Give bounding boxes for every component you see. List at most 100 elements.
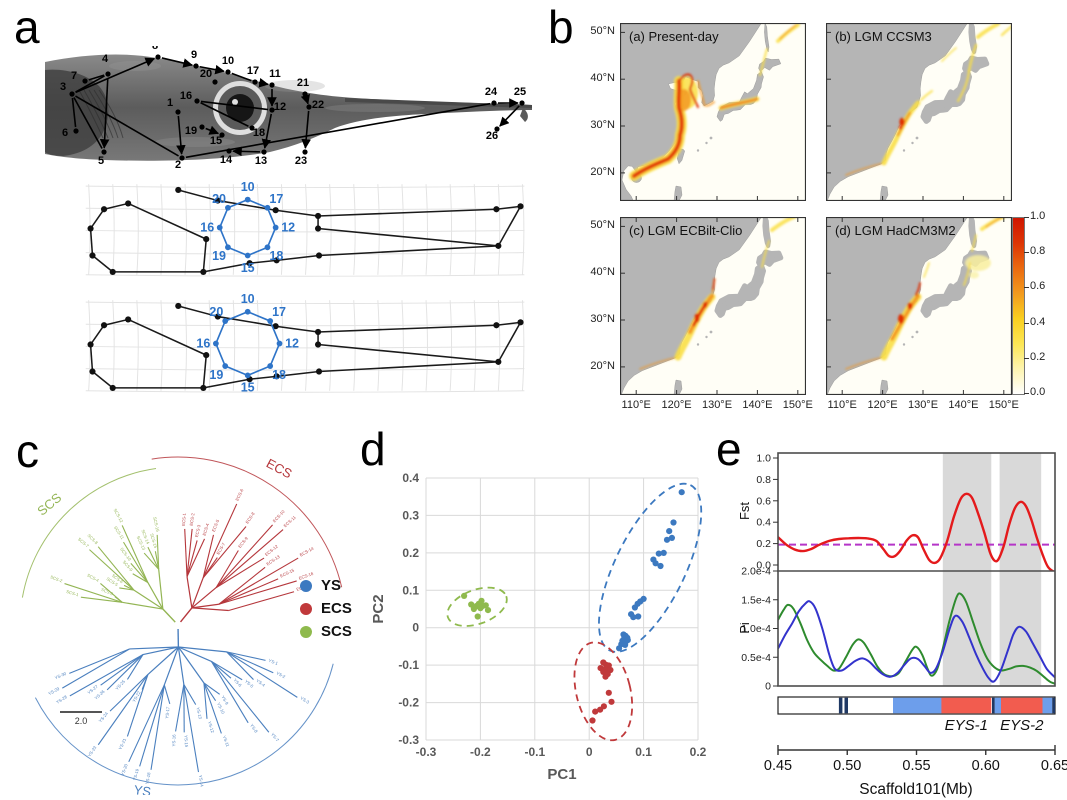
svg-text:YS-4: YS-4 [255, 678, 266, 688]
wireframe [87, 302, 524, 391]
svg-text:0.8: 0.8 [756, 474, 771, 486]
svg-text:15: 15 [241, 381, 255, 395]
pca-cluster-ellipse-ys [598, 482, 703, 653]
highlight-band [999, 453, 1042, 686]
map-lat-tick: 20°N [590, 165, 615, 178]
map-lgm-hadcm3m2-svg [825, 216, 1013, 396]
svg-text:SCS-12: SCS-12 [112, 508, 124, 524]
map-lgm-ccsm3-svg [825, 22, 1013, 202]
suitability-colorbar [1012, 217, 1025, 395]
map-title-lgm-ccsm3: (b) LGM CCSM3 [835, 29, 932, 44]
clade-arc-label-scs: SCS [34, 490, 64, 519]
highlight-band [942, 453, 992, 686]
map-lon-tick: 130°E [701, 399, 733, 411]
svg-text:22: 22 [312, 99, 324, 111]
svg-text:-0.2: -0.2 [398, 696, 419, 710]
svg-text:0.5e-4: 0.5e-4 [741, 652, 771, 664]
legend-item-scs: SCS [300, 620, 352, 643]
colorbar-tick: 0.6 [1030, 280, 1046, 293]
svg-text:SCS-4: SCS-4 [86, 572, 100, 583]
svg-text:1.5e-4: 1.5e-4 [741, 594, 771, 606]
svg-text:0: 0 [586, 745, 593, 759]
svg-text:12: 12 [285, 336, 299, 350]
fst-axis-label: Fst [740, 502, 752, 520]
svg-text:18: 18 [272, 368, 286, 382]
svg-text:17: 17 [272, 305, 286, 319]
svg-text:ECS-11: ECS-11 [283, 514, 298, 528]
eye-octagon: 10 17 12 18 15 19 16 20 [200, 180, 295, 275]
svg-text:-0.3: -0.3 [398, 733, 419, 747]
eye-octagon: 10 17 12 18 15 19 16 20 [196, 292, 299, 395]
svg-text:ECS-16: ECS-16 [298, 571, 314, 581]
svg-text:YS-29: YS-29 [47, 686, 60, 696]
svg-text:20: 20 [209, 305, 223, 319]
colorbar-tick: 0.0 [1030, 386, 1046, 398]
svg-text:0: 0 [765, 681, 771, 693]
svg-text:SCS-6: SCS-6 [111, 573, 125, 585]
map-lgm-ecbilt-svg [619, 216, 807, 396]
map-lon-tick: 140°E [948, 399, 979, 411]
svg-text:16: 16 [200, 220, 214, 234]
map-present-day: (a) Present-day [619, 22, 807, 202]
svg-text:ECS-9: ECS-9 [237, 535, 249, 548]
map-lat-tick: 40°N [590, 72, 615, 85]
svg-text:23: 23 [295, 155, 307, 167]
svg-text:YS-8: YS-8 [249, 723, 259, 734]
wireframe [87, 186, 524, 275]
deformation-grid-1: 10 17 12 18 15 19 16 20 [85, 180, 525, 277]
svg-text:YS-27: YS-27 [86, 683, 99, 695]
pca-grid [425, 477, 699, 741]
svg-text:ECS-15: ECS-15 [279, 567, 295, 578]
map-present-day-svg [619, 22, 807, 202]
svg-text:18: 18 [269, 249, 283, 263]
map-lat-tick: 50°N [590, 219, 615, 232]
svg-text:YS-16: YS-16 [171, 734, 176, 747]
svg-text:0.45: 0.45 [764, 758, 792, 774]
ys-legend-label: YS [321, 577, 342, 594]
svg-text:YS-7: YS-7 [270, 732, 280, 743]
colorbar-tick: 0.2 [1030, 350, 1046, 363]
svg-text:YS-12: YS-12 [207, 721, 215, 734]
map-lon-tick: 120°E [867, 399, 898, 411]
svg-text:YS-28: YS-28 [55, 694, 68, 705]
pca-y-axis-label: PC2 [370, 594, 387, 623]
svg-text:5: 5 [98, 155, 104, 167]
svg-text:15: 15 [241, 261, 255, 275]
svg-text:11: 11 [269, 68, 281, 80]
map-title-lgm-ecbilt: (c) LGM ECBilt-Clio [629, 223, 743, 238]
svg-text:17: 17 [247, 65, 259, 77]
map-lon-tick: 150°E [782, 399, 813, 411]
panel-c-letter: c [16, 425, 39, 477]
svg-text:0.4: 0.4 [402, 471, 419, 485]
map-lon-tick: 120°E [661, 399, 692, 411]
svg-text:20: 20 [212, 192, 226, 206]
landmark-wires [71, 57, 520, 159]
svg-text:15: 15 [210, 135, 222, 147]
map-lgm-ccsm3: (b) LGM CCSM3 [825, 22, 1013, 202]
svg-text:YS-23: YS-23 [87, 744, 98, 757]
svg-text:19: 19 [185, 125, 197, 137]
svg-text:YS-19: YS-19 [132, 768, 140, 781]
svg-text:ECS-7: ECS-7 [215, 541, 226, 555]
colorbar-tick: 0.8 [1030, 245, 1046, 258]
map-lat-tick: 20°N [590, 359, 615, 372]
svg-text:SCS-13: SCS-13 [136, 535, 147, 551]
svg-text:2: 2 [175, 159, 181, 171]
svg-text:SCS-15: SCS-15 [149, 533, 158, 549]
deformation-grid-2: 10 17 12 18 15 19 16 20 [85, 292, 525, 395]
scs-legend-label: SCS [321, 623, 352, 640]
svg-text:26: 26 [486, 130, 498, 142]
suitability-overlay [845, 217, 1005, 370]
pca-scatter-plot: -0.3 -0.2 -0.1 0 0.1 0.2 -0.3 -0.2 -0.1 0 0.1 0.2 0.… [370, 471, 707, 783]
map-title-lgm-hadcm3m2: (d) LGM HadCM3M2 [835, 223, 956, 238]
svg-text:19: 19 [212, 249, 226, 263]
svg-text:-0.2: -0.2 [470, 745, 491, 759]
svg-text:10: 10 [241, 292, 255, 306]
ecs-legend-dot [300, 602, 312, 615]
svg-text:0.2: 0.2 [756, 538, 771, 550]
svg-text:24: 24 [485, 86, 498, 98]
svg-text:YS-9: YS-9 [220, 695, 230, 706]
svg-text:25: 25 [514, 86, 526, 98]
